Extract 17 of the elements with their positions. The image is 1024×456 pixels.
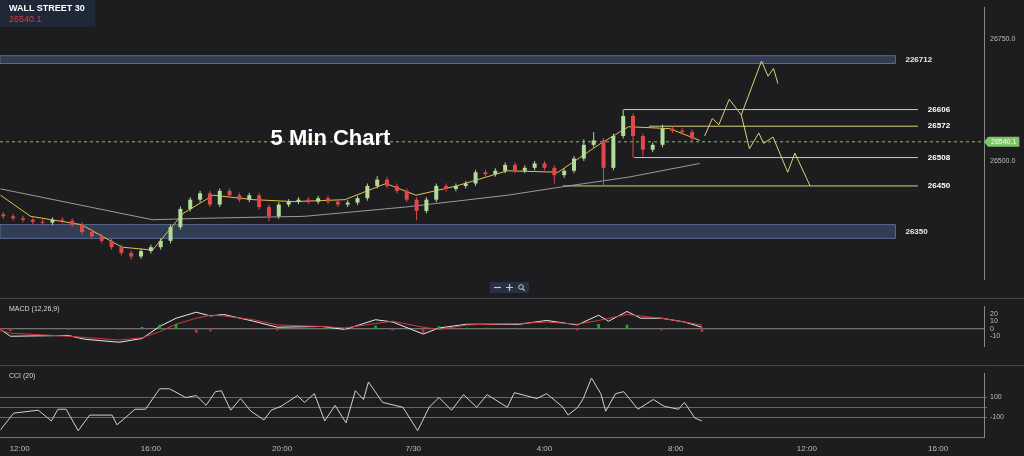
- x-tick-label: 8:00: [667, 444, 685, 453]
- annotation: 26508: [927, 152, 951, 162]
- x-tick-label: 20:00: [272, 444, 293, 453]
- text: 26540.1: [9, 14, 43, 24]
- x-tick-label: 12:00: [796, 444, 818, 453]
- x-tick-label: 7/30: [405, 444, 422, 453]
- band-label: 26350: [905, 226, 929, 236]
- x-tick-label: 16:00: [140, 444, 162, 453]
- x-tick-label: 16:00: [928, 444, 949, 453]
- x-tick-label: 12:00: [9, 444, 31, 453]
- annotation: 26450: [927, 181, 951, 191]
- x-tick-label: 4:00: [536, 444, 553, 453]
- annotation: 26606: [927, 104, 951, 114]
- annotation: 5 Min Chart: [270, 125, 392, 151]
- annotation: 26572: [927, 121, 951, 131]
- band-label: 226712: [905, 54, 933, 64]
- chart-title: WALL STREET 30: [9, 3, 85, 13]
